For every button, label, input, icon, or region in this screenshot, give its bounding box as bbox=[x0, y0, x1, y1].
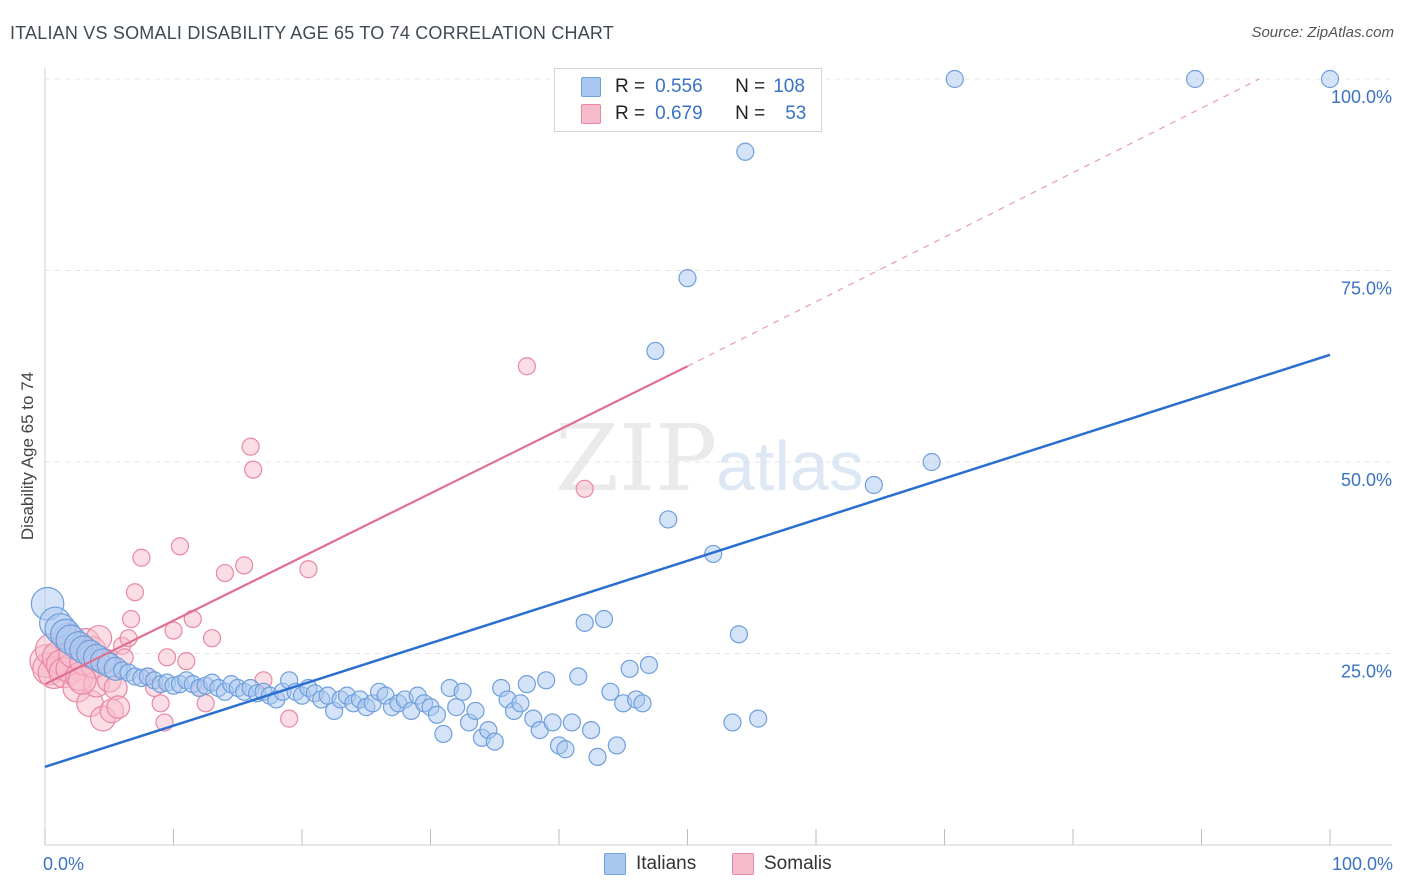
italian-point bbox=[736, 142, 755, 161]
italian-point bbox=[607, 736, 626, 755]
legend-somalis[interactable]: Somalis bbox=[732, 852, 832, 876]
axes bbox=[44, 68, 1392, 846]
somali-point bbox=[244, 460, 263, 479]
italians-n-value: 108 bbox=[773, 76, 805, 97]
italians-r-value: 0.556 bbox=[655, 76, 703, 97]
somalis-legend-swatch bbox=[732, 853, 754, 875]
italian-point bbox=[922, 452, 941, 472]
somali-point bbox=[299, 560, 318, 579]
italian-point bbox=[453, 682, 472, 701]
somali-point bbox=[196, 694, 215, 713]
somalis-trend-extension bbox=[687, 78, 1260, 367]
italian-point bbox=[511, 694, 530, 713]
watermark: ZIP atlas bbox=[555, 405, 864, 512]
y-tick-label: 100.0% bbox=[1331, 87, 1392, 107]
r-label: R = bbox=[615, 103, 646, 124]
italian-point bbox=[485, 732, 504, 751]
italian-point bbox=[639, 655, 659, 675]
italian-point bbox=[537, 671, 556, 690]
italian-point bbox=[543, 713, 562, 732]
watermark-atlas: atlas bbox=[716, 427, 864, 505]
italian-point bbox=[633, 694, 652, 713]
italian-point bbox=[601, 682, 620, 701]
italians-swatch bbox=[581, 77, 601, 97]
italian-point bbox=[620, 659, 639, 678]
italian-point bbox=[864, 475, 883, 495]
somali-point bbox=[177, 652, 196, 671]
trend-lines bbox=[44, 78, 1331, 769]
italian-point bbox=[594, 609, 614, 629]
somali-point bbox=[235, 556, 254, 575]
italian-point bbox=[1185, 69, 1205, 89]
italian-point bbox=[517, 675, 536, 694]
legend-row-somalis: R = 0.679 N = 53 bbox=[581, 101, 806, 127]
italians-legend-label: Italians bbox=[636, 853, 697, 874]
italian-point bbox=[466, 701, 485, 721]
italian-point bbox=[704, 544, 723, 564]
r-label: R = bbox=[615, 76, 646, 97]
italian-point bbox=[562, 713, 581, 732]
somali-point bbox=[106, 695, 131, 719]
somalis-trend-line bbox=[44, 365, 688, 686]
italian-point bbox=[678, 269, 697, 288]
y-tick-label: 25.0% bbox=[1341, 662, 1392, 682]
somali-point bbox=[280, 709, 299, 728]
somali-point bbox=[170, 537, 190, 556]
somalis-swatch bbox=[581, 104, 601, 124]
italian-point bbox=[447, 698, 466, 717]
somali-point bbox=[575, 479, 594, 498]
legend-row-italians: R = 0.556 N = 108 bbox=[581, 74, 805, 100]
y-tick-label: 75.0% bbox=[1341, 279, 1392, 299]
somali-point bbox=[119, 629, 138, 648]
somali-point bbox=[164, 621, 183, 640]
somali-point bbox=[151, 694, 170, 713]
italian-point bbox=[588, 747, 607, 767]
somalis-r-value: 0.679 bbox=[655, 103, 703, 124]
italian-point bbox=[575, 613, 594, 632]
italian-point bbox=[569, 667, 588, 686]
y-axis-title: Disability Age 65 to 74 bbox=[18, 371, 37, 541]
n-label: N = bbox=[735, 103, 766, 124]
italians-legend-swatch bbox=[604, 853, 626, 875]
italian-point bbox=[582, 720, 601, 740]
stats-legend: R = 0.556 N = 108 R = 0.679 N = 53 bbox=[554, 68, 822, 132]
somali-point bbox=[132, 548, 151, 567]
somalis-n-value: 53 bbox=[785, 103, 807, 124]
x-tick-label: 0.0% bbox=[43, 854, 84, 874]
x-tick-label: 100.0% bbox=[1332, 854, 1393, 874]
italians-trend-line bbox=[44, 353, 1331, 769]
somali-point bbox=[121, 609, 141, 629]
somali-point bbox=[202, 629, 222, 648]
italian-point bbox=[646, 341, 665, 361]
italian-point bbox=[556, 740, 575, 759]
chart-title: ITALIAN VS SOMALI DISABILITY AGE 65 TO 7… bbox=[10, 23, 614, 43]
italian-point bbox=[434, 724, 453, 744]
italians-points bbox=[30, 69, 1340, 767]
italian-point bbox=[729, 625, 749, 644]
n-label: N = bbox=[735, 76, 766, 97]
italian-point bbox=[945, 69, 964, 89]
somali-point bbox=[215, 563, 234, 583]
italian-point bbox=[427, 705, 447, 724]
italian-point bbox=[749, 709, 768, 728]
grid bbox=[45, 78, 1392, 654]
italian-point bbox=[1320, 69, 1340, 89]
somali-point bbox=[157, 648, 177, 667]
somali-point bbox=[241, 437, 260, 456]
italian-point bbox=[659, 510, 678, 529]
source-label: Source: ZipAtlas.com bbox=[1251, 24, 1394, 41]
legend-italians[interactable]: Italians bbox=[604, 852, 696, 876]
y-tick-label: 50.0% bbox=[1341, 470, 1392, 490]
somali-point bbox=[517, 357, 536, 376]
italian-point bbox=[723, 713, 742, 732]
somalis-legend-label: Somalis bbox=[764, 853, 832, 874]
somali-point bbox=[125, 583, 145, 602]
tick-labels: 25.0% 50.0% 75.0% 100.0% 0.0% 100.0% bbox=[43, 87, 1393, 874]
